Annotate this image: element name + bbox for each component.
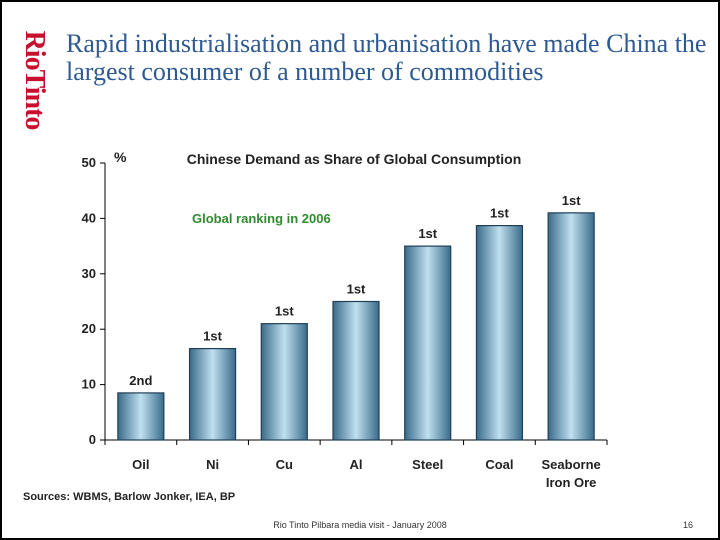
- x-tick-label: Seaborne: [542, 457, 601, 472]
- data-label: 2nd: [129, 373, 152, 388]
- y-tick-label: 20: [82, 321, 96, 336]
- footer-text: Rio Tinto Pilbara media visit - January …: [273, 520, 447, 530]
- x-tick-label: Cu: [276, 457, 293, 472]
- y-tick-label: 40: [82, 210, 96, 225]
- x-tick-label: Al: [350, 457, 363, 472]
- x-tick-label: Oil: [132, 457, 149, 472]
- chart-title: Chinese Demand as Share of Global Consum…: [187, 151, 522, 167]
- y-tick-label: 10: [82, 377, 96, 392]
- bar-steel: [404, 245, 452, 441]
- y-tick-label: 50: [82, 155, 96, 170]
- data-label: 1st: [203, 329, 222, 344]
- data-label: 1st: [347, 282, 366, 297]
- plot-area: 0 10 20 30 40 50 2nd Oil 1st Ni 1st Cu 1st Al 1st Steel…: [82, 155, 608, 490]
- bar-ni: [188, 347, 237, 441]
- data-label: 1st: [562, 193, 581, 208]
- y-tick-label: 30: [82, 266, 96, 281]
- data-label: 1st: [418, 226, 437, 241]
- bar-oil: [117, 392, 165, 441]
- x-tick-label: Ni: [206, 457, 219, 472]
- x-tick-label: Iron Ore: [546, 475, 597, 490]
- bar-seaborne-iron-ore: [547, 212, 595, 441]
- y-axis-unit: %: [114, 149, 127, 165]
- bar-coal: [475, 225, 524, 441]
- data-label: 1st: [275, 304, 294, 319]
- slide-title: Rapid industrialisation and urbanisation…: [66, 29, 707, 86]
- x-tick-label: Steel: [412, 457, 443, 472]
- bar-cu: [260, 323, 308, 441]
- data-label: 1st: [490, 206, 509, 221]
- y-tick-label: 0: [89, 432, 96, 447]
- x-tick-label: Coal: [485, 457, 513, 472]
- source-note: Sources: WBMS, Barlow Jonker, IEA, BP: [23, 491, 236, 503]
- bar-al: [332, 300, 380, 441]
- page-number: 16: [683, 520, 694, 530]
- ranking-annotation: Global ranking in 2006: [192, 211, 331, 226]
